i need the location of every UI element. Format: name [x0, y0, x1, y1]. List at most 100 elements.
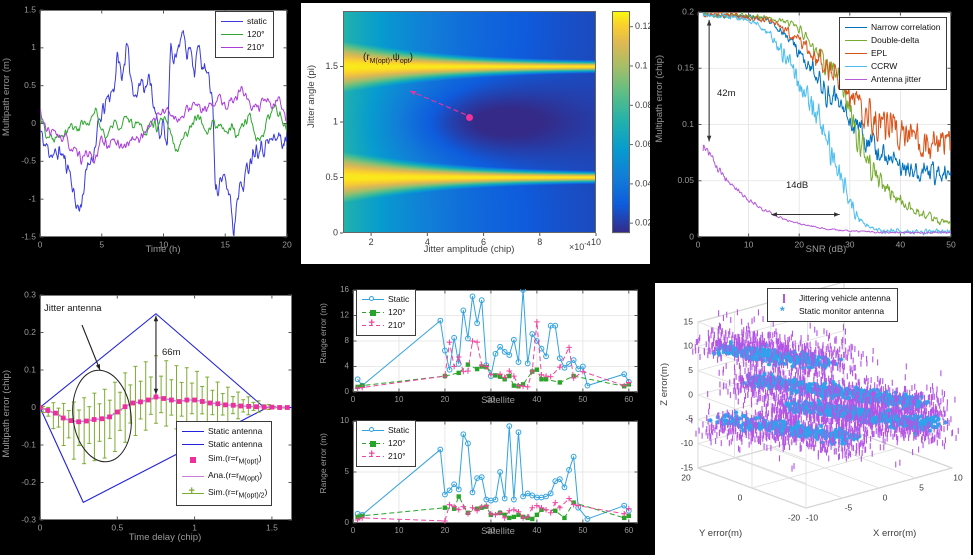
multipath-delay-chart	[0, 285, 302, 555]
line-swatch-icon	[182, 440, 204, 449]
x-axis-label: Jitter amplitude (chip)	[423, 244, 515, 255]
legend-label: 210°	[388, 451, 406, 462]
dash-plus-swatch-icon: +	[362, 318, 384, 330]
legend-label: static	[247, 16, 267, 27]
y-axis-label: Multipath error (chip)	[654, 55, 665, 143]
vertical-bar-marker-icon	[773, 294, 795, 303]
legend-item: * Static monitor antenna	[773, 305, 891, 318]
x-axis-label: X error(m)	[873, 528, 917, 539]
legend-item: Jittering vehicle antenna	[773, 292, 891, 305]
line-swatch-icon	[845, 75, 867, 84]
legend-item: 120°	[221, 28, 267, 41]
annotation-66m: 66m	[162, 347, 181, 358]
line-circle-swatch-icon	[362, 426, 384, 435]
legend-item: +210°	[362, 449, 409, 463]
y-axis-label-bottom: Range error (m)	[318, 433, 328, 494]
line-swatch-icon	[182, 427, 204, 436]
line-swatch-icon	[221, 30, 243, 39]
legend-label: Sim.(r=rM(opt)/2)	[208, 486, 268, 500]
legend-item: Static	[362, 424, 409, 437]
legend-label: EPL	[871, 48, 888, 59]
legend-label: Static antenna	[208, 426, 263, 437]
x-axis-label-top: Satellite	[481, 395, 515, 406]
legend-label: Narrow correlation	[871, 22, 941, 33]
legend-top: Static 120° +210°	[356, 289, 417, 336]
legend-item: 120°	[362, 437, 409, 450]
legend-item: Static antenna	[182, 425, 267, 438]
legend-item: + Sim.(r=rM(opt)/2)	[182, 485, 267, 502]
line-swatch-icon	[182, 472, 204, 481]
legend-item: Static	[362, 293, 409, 306]
legend: Static antenna Static antenna Sim.(r=rM(…	[176, 421, 273, 506]
line-swatch-icon	[845, 23, 867, 32]
legend-item: static	[221, 15, 267, 28]
legend-label: Jittering vehicle antenna	[799, 293, 891, 304]
line-swatch-icon	[845, 62, 867, 71]
legend-label: Static	[388, 294, 410, 305]
y-axis-label: Y error(m)	[699, 528, 743, 539]
panel-multipath-snr: Multipath error (chip) SNR (dB) Narrow c…	[653, 0, 973, 266]
optimum-annotation: (rM(opt),ψopt)	[363, 52, 413, 65]
annotation-42m: 42m	[717, 88, 736, 99]
dash-square-swatch-icon	[362, 308, 384, 317]
legend-label: 120°	[388, 307, 406, 318]
legend-label: 120°	[247, 29, 265, 40]
x-axis-label-bottom: Satellite	[481, 526, 515, 537]
line-swatch-icon	[221, 43, 243, 52]
line-swatch-icon	[221, 17, 243, 26]
legend-item: Antenna jitter	[845, 73, 940, 86]
x-axis-exponent: ×10-4	[569, 241, 591, 252]
legend-label: Static	[388, 425, 410, 436]
legend-label: CCRW	[871, 61, 898, 72]
legend-label: Antenna jitter	[871, 74, 922, 85]
panel-multipath-delay: Multipath error (chip) Time delay (chip)…	[0, 285, 302, 555]
legend-item: Static antenna	[182, 438, 267, 451]
error-3d-chart	[655, 283, 971, 555]
x-axis-label: Time delay (chip)	[128, 532, 202, 543]
panel-range-error: Range error (m) Range error (m) Satellit…	[318, 285, 655, 555]
legend-label: Static monitor antenna	[799, 306, 885, 317]
line-plus-swatch-icon: +	[182, 486, 204, 498]
legend-item: 120°	[362, 306, 409, 319]
legend-item: Sim.(r=rM(opt))	[182, 451, 267, 468]
x-axis-label: Time (h)	[145, 244, 181, 255]
legend-label: 210°	[247, 42, 265, 53]
legend-bottom: Static 120° +210°	[356, 420, 417, 467]
y-axis-label: Multipath error (m)	[1, 58, 12, 137]
z-axis-label: Z error(m)	[659, 363, 670, 406]
x-axis-label: SNR (dB)	[805, 244, 847, 255]
legend-item: +210°	[362, 318, 409, 332]
legend: Jittering vehicle antenna * Static monito…	[767, 288, 898, 322]
legend-item: Double-delta	[845, 34, 940, 47]
y-axis-label-top: Range error (m)	[318, 303, 328, 364]
panel-3d-error-scatter: Z error(m) Y error(m) X error(m) Jitteri…	[655, 283, 971, 555]
line-swatch-icon	[845, 36, 867, 45]
legend-item: 210°	[221, 41, 267, 54]
legend-item: EPL	[845, 47, 940, 60]
dash-square-swatch-icon	[362, 439, 384, 448]
line-circle-swatch-icon	[362, 295, 384, 304]
legend-label: Ana.(r=rM(opt))	[208, 469, 263, 483]
jitter-heatmap-chart	[301, 3, 650, 264]
y-axis-label: Multipath error (chip)	[1, 370, 12, 458]
y-axis-label: Jitter angle (pi)	[306, 65, 317, 128]
legend-item: Ana.(r=rM(opt))	[182, 468, 267, 485]
dash-plus-swatch-icon: +	[362, 449, 384, 461]
legend-label: 210°	[388, 320, 406, 331]
panel-multipath-time: Multipath error (m) Time (h) static 120°…	[0, 0, 297, 272]
annotation-jitter-antenna: Jitter antenna	[44, 303, 102, 314]
legend: Narrow correlation Double-delta EPL CCRW…	[839, 17, 948, 90]
legend-label: Sim.(r=rM(opt))	[208, 452, 262, 466]
legend-item: Narrow correlation	[845, 21, 940, 34]
legend-label: 120°	[388, 438, 406, 449]
annotation-14db: 14dB	[786, 180, 809, 191]
asterisk-marker-icon: *	[780, 304, 785, 318]
line-swatch-icon	[845, 49, 867, 58]
legend: static 120° 210°	[215, 11, 274, 58]
legend-label: Static antenna	[208, 439, 263, 450]
panel-jitter-heatmap: Jitter angle (pi) Jitter amplitude (chip…	[301, 3, 650, 264]
legend-item: CCRW	[845, 60, 940, 73]
legend-label: Double-delta	[871, 35, 920, 46]
square-marker-icon	[182, 455, 204, 464]
